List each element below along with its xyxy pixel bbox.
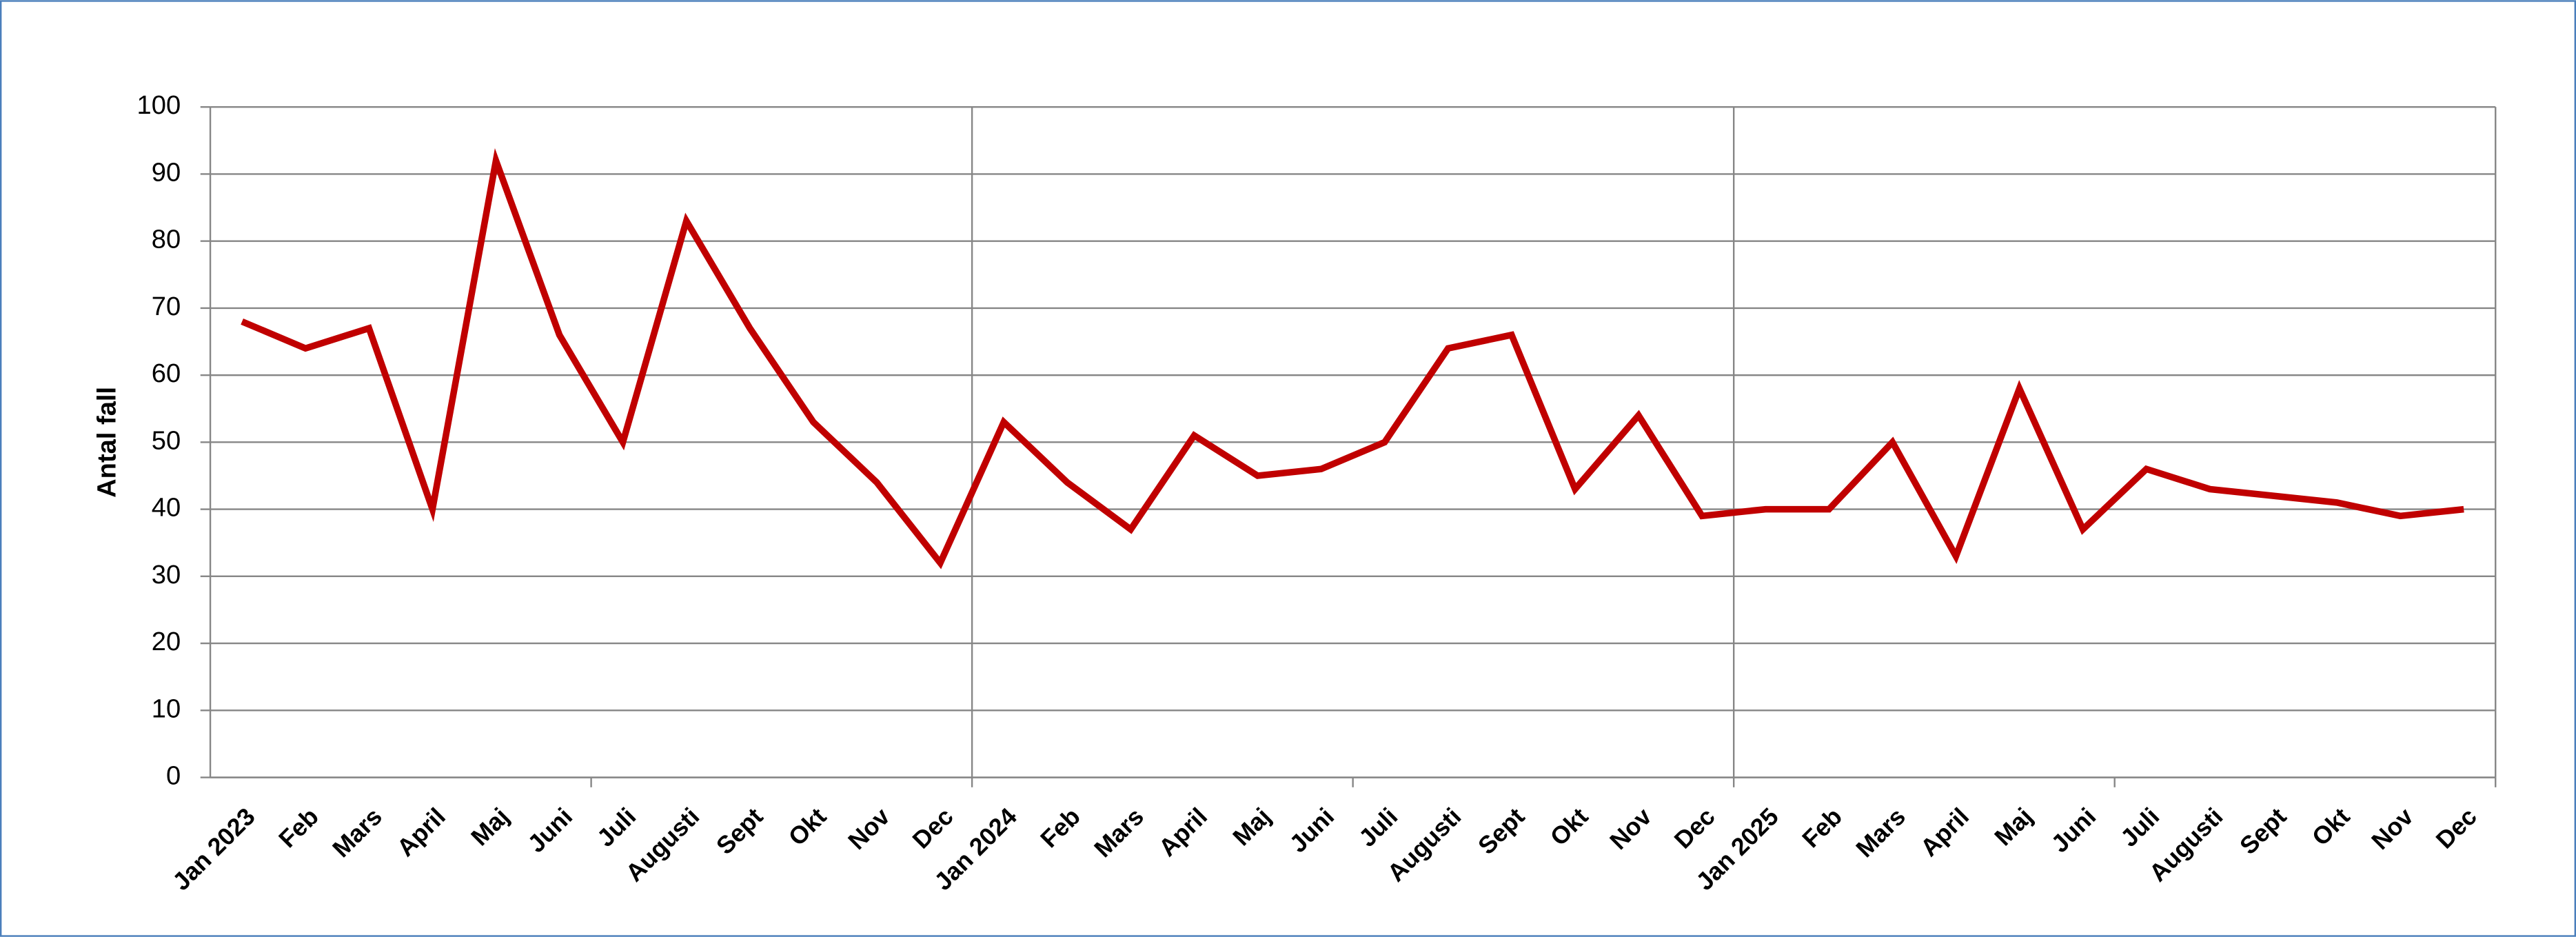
y-axis-label: Antal fall: [92, 387, 121, 498]
y-tick-label: 30: [152, 560, 181, 590]
y-tick-label: 80: [152, 225, 181, 254]
y-tick-label: 70: [152, 292, 181, 321]
y-tick-label: 40: [152, 493, 181, 523]
y-tick-label: 60: [152, 359, 181, 388]
data-line: [241, 148, 2464, 570]
y-tick-label: 10: [152, 694, 181, 723]
y-tick-label: 20: [152, 627, 181, 656]
y-tick-label: 90: [152, 157, 181, 187]
y-tick-label: 100: [137, 90, 181, 120]
y-tick-label: 0: [166, 761, 181, 791]
y-tick-label: 50: [152, 425, 181, 455]
